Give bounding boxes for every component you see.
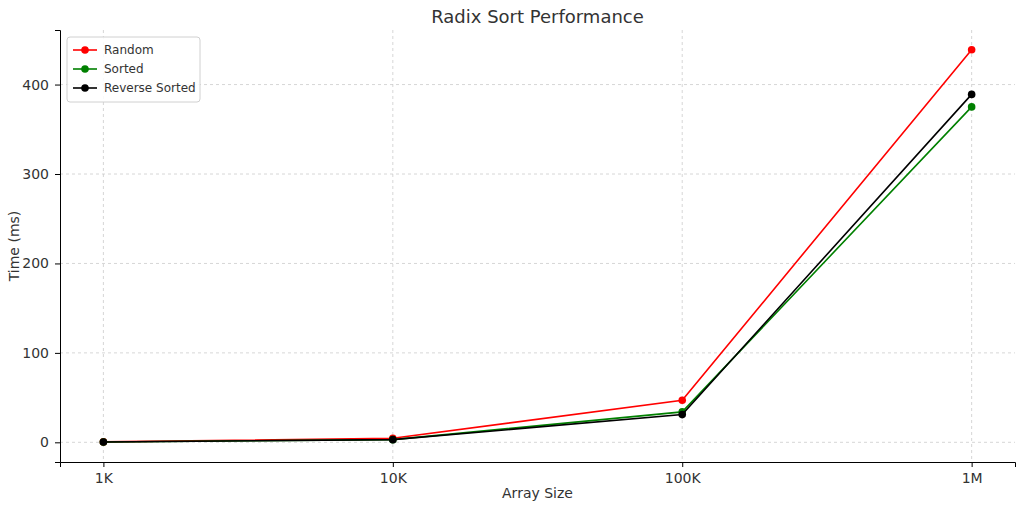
- series-group: [100, 46, 976, 446]
- x-axis: 1K 10K 100K 1M: [61, 462, 1016, 486]
- tick-mark: [55, 442, 60, 443]
- legend-marker: [81, 46, 89, 54]
- grid-line: [392, 30, 393, 462]
- tick-mark: [682, 462, 683, 467]
- tick: 100: [22, 345, 60, 361]
- tick-label: 10K: [380, 470, 408, 486]
- legend-label: Random: [104, 43, 154, 57]
- axis-line: [55, 31, 61, 463]
- tick: 400: [22, 77, 60, 93]
- point: [678, 411, 686, 419]
- tick-label: 100: [22, 345, 49, 361]
- tick-mark: [55, 263, 60, 264]
- point: [968, 103, 976, 111]
- tick-label: 200: [22, 255, 49, 271]
- point: [100, 438, 108, 446]
- point: [389, 436, 397, 444]
- point: [389, 436, 397, 444]
- point: [678, 396, 686, 404]
- tick-mark: [55, 174, 60, 175]
- tick: 10K: [380, 462, 408, 486]
- tick: 1K: [95, 462, 114, 486]
- legend-marker: [81, 84, 89, 92]
- legend-label: Sorted: [104, 62, 144, 76]
- tick-mark: [972, 462, 973, 467]
- tick-label: 300: [22, 166, 49, 182]
- tick: 300: [22, 166, 60, 182]
- tick-label: 100K: [665, 470, 702, 486]
- y-axis: 0 100 200 300 400: [22, 31, 60, 463]
- tick: 1M: [962, 462, 983, 486]
- tick: 100K: [665, 462, 702, 486]
- series-line: [103, 50, 971, 442]
- grid-line: [60, 352, 1015, 353]
- tick: 200: [22, 255, 60, 271]
- point: [968, 91, 976, 99]
- chart: 1K 10K 100K 1M 0 100 200 300 400 Random Sorted Reve…: [0, 0, 1024, 508]
- legend-box: [67, 37, 200, 102]
- tick-mark: [393, 462, 394, 467]
- tick-label: 0: [40, 434, 49, 450]
- tick-mark: [103, 462, 104, 467]
- tick-mark: [55, 85, 60, 86]
- grid: [60, 30, 1015, 462]
- tick-label: 400: [22, 77, 49, 93]
- point: [100, 438, 108, 446]
- legend-marker: [81, 65, 89, 73]
- legend: Random Sorted Reverse Sorted: [67, 37, 200, 102]
- title: Radix Sort Performance: [431, 6, 644, 27]
- grid-line: [60, 263, 1015, 264]
- legend-label: Reverse Sorted: [104, 81, 196, 95]
- y-axis-title: Time (ms): [6, 211, 22, 283]
- series-line: [103, 94, 971, 442]
- plot: 1K 10K 100K 1M 0 100 200 300 400 Random Sorted Reve…: [22, 30, 1015, 486]
- tick-mark: [55, 353, 60, 354]
- point: [100, 438, 108, 446]
- axis-line: [61, 463, 1016, 468]
- tick-label: 1K: [95, 470, 114, 486]
- tick-label: 1M: [962, 470, 983, 486]
- x-axis-title: Array Size: [502, 485, 573, 501]
- tick: 0: [40, 434, 60, 450]
- series-line: [103, 107, 971, 442]
- grid-line: [60, 84, 1015, 85]
- point: [968, 46, 976, 54]
- grid-line: [60, 174, 1015, 175]
